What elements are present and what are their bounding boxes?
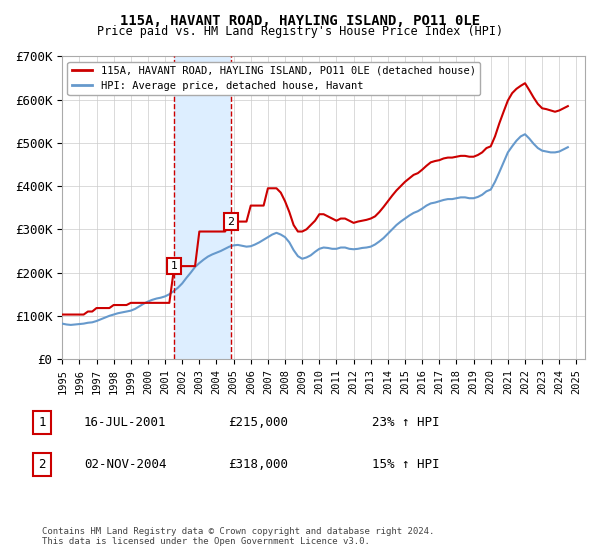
Text: Contains HM Land Registry data © Crown copyright and database right 2024.
This d: Contains HM Land Registry data © Crown c… <box>42 526 434 546</box>
Text: 1: 1 <box>171 261 178 271</box>
Text: 2: 2 <box>227 217 235 227</box>
Text: £215,000: £215,000 <box>228 416 288 430</box>
Text: 02-NOV-2004: 02-NOV-2004 <box>84 458 167 472</box>
Text: 115A, HAVANT ROAD, HAYLING ISLAND, PO11 0LE: 115A, HAVANT ROAD, HAYLING ISLAND, PO11 … <box>120 14 480 28</box>
Text: 16-JUL-2001: 16-JUL-2001 <box>84 416 167 430</box>
Text: £318,000: £318,000 <box>228 458 288 472</box>
Text: 1: 1 <box>38 416 46 430</box>
Text: 23% ↑ HPI: 23% ↑ HPI <box>372 416 439 430</box>
Bar <box>175 57 231 359</box>
Text: 2: 2 <box>38 458 46 472</box>
Text: 15% ↑ HPI: 15% ↑ HPI <box>372 458 439 472</box>
Text: Price paid vs. HM Land Registry's House Price Index (HPI): Price paid vs. HM Land Registry's House … <box>97 25 503 38</box>
Legend: 115A, HAVANT ROAD, HAYLING ISLAND, PO11 0LE (detached house), HPI: Average price: 115A, HAVANT ROAD, HAYLING ISLAND, PO11 … <box>67 62 480 95</box>
